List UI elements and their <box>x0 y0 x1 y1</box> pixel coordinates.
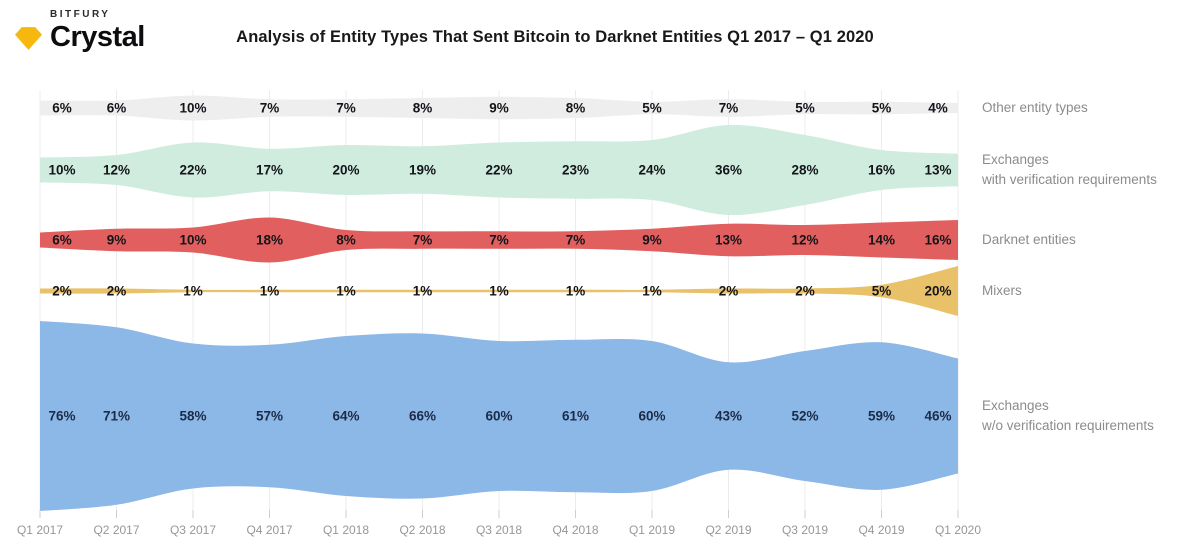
x-axis-label: Q1 2020 <box>934 523 982 537</box>
percent-label: 59% <box>867 408 896 424</box>
percent-label: 12% <box>791 232 819 248</box>
x-axis-label: Q2 2019 <box>705 523 752 537</box>
x-axis-label: Q2 2018 <box>399 523 446 537</box>
x-axis-label: Q3 2018 <box>475 523 523 537</box>
percent-label: 9% <box>106 232 127 248</box>
percent-label: 5% <box>871 283 892 299</box>
band-other-entity-types <box>40 95 958 121</box>
percent-label: 10% <box>179 232 207 248</box>
logo-product-text: Crystal <box>50 21 145 53</box>
percent-label: 6% <box>52 232 72 248</box>
percent-label: 5% <box>795 100 815 116</box>
percent-label: 7% <box>336 100 356 116</box>
percent-label: 7% <box>565 232 586 248</box>
percent-label: 23% <box>561 162 590 178</box>
percent-label: 7% <box>259 100 280 116</box>
percent-label: 6% <box>52 100 72 116</box>
percent-label: 2% <box>106 283 127 299</box>
percent-label: 1% <box>183 283 203 299</box>
x-axis-label: Q4 2018 <box>552 523 599 537</box>
percent-label: 64% <box>332 408 360 424</box>
percent-label: 9% <box>489 100 509 116</box>
percent-label: 12% <box>102 162 131 178</box>
percent-label: 4% <box>928 100 948 116</box>
percent-label: 76% <box>48 408 76 424</box>
percent-label: 18% <box>255 232 284 248</box>
percent-label: 24% <box>638 162 666 178</box>
chart-title: Analysis of Entity Types That Sent Bitco… <box>236 28 874 46</box>
band-mixers <box>40 266 958 316</box>
percent-label: 7% <box>412 232 433 248</box>
percent-label: 28% <box>791 162 819 178</box>
percent-label: 22% <box>485 162 513 178</box>
legend-label-darknet-entities: Darknet entities <box>982 232 1076 247</box>
percent-label: 1% <box>565 283 586 299</box>
band-exchanges-with-verification-requirements <box>40 124 958 216</box>
logo-brand-text: BITFURY <box>50 9 111 20</box>
band-exchanges-w-o-verification-requirements <box>40 321 958 511</box>
gem-diamond-icon <box>15 27 42 50</box>
x-axis-label: Q3 2019 <box>781 523 829 537</box>
x-axis-label: Q2 2017 <box>93 523 140 537</box>
percent-label: 8% <box>412 100 433 116</box>
percent-label: 58% <box>179 408 207 424</box>
percent-label: 13% <box>924 162 952 178</box>
percent-label: 60% <box>485 408 513 424</box>
percent-label: 20% <box>924 283 952 299</box>
percent-label: 5% <box>642 100 662 116</box>
percent-label: 1% <box>336 283 356 299</box>
bitfury-crystal-logo: BITFURY Crystal <box>15 10 145 52</box>
percent-label: 46% <box>924 408 952 424</box>
percent-label: 2% <box>795 283 815 299</box>
percent-label: 43% <box>714 408 743 424</box>
percent-label: 17% <box>255 162 284 178</box>
percent-label: 7% <box>718 100 739 116</box>
percent-label: 71% <box>102 408 131 424</box>
percent-label: 52% <box>791 408 819 424</box>
percent-label: 9% <box>642 232 662 248</box>
percent-label: 8% <box>565 100 586 116</box>
percent-label: 61% <box>561 408 590 424</box>
x-axis-label: Q4 2017 <box>246 523 293 537</box>
percent-label: 6% <box>106 100 127 116</box>
legend-label-mixers: Mixers <box>982 283 1022 298</box>
percent-label: 1% <box>489 283 509 299</box>
x-axis-label: Q1 2019 <box>628 523 676 537</box>
percent-label: 66% <box>408 408 437 424</box>
percent-label: 60% <box>638 408 666 424</box>
percent-label: 2% <box>52 283 72 299</box>
x-axis-label: Q1 2017 <box>16 523 64 537</box>
legend-label-exchanges-with-verification-requirements: Exchanges with verification requirements <box>982 152 1157 187</box>
percent-label: 13% <box>714 232 743 248</box>
percent-label: 2% <box>718 283 739 299</box>
percent-label: 20% <box>332 162 360 178</box>
percent-label: 22% <box>179 162 207 178</box>
percent-label: 14% <box>867 232 896 248</box>
percent-label: 5% <box>871 100 892 116</box>
percent-label: 1% <box>412 283 433 299</box>
percent-label: 1% <box>642 283 662 299</box>
percent-label: 1% <box>259 283 280 299</box>
legend-label-exchanges-w-o-verification-requirements: Exchanges w/o verification requirements <box>982 398 1154 433</box>
x-axis-label: Q4 2019 <box>858 523 905 537</box>
x-axis-label: Q3 2017 <box>169 523 217 537</box>
legend-label-other-entity-types: Other entity types <box>982 100 1088 115</box>
percent-label: 16% <box>924 232 952 248</box>
percent-label: 36% <box>714 162 743 178</box>
percent-label: 19% <box>408 162 437 178</box>
percent-label: 7% <box>489 232 509 248</box>
percent-label: 16% <box>867 162 896 178</box>
band-darknet-entities <box>40 217 958 263</box>
percent-label: 8% <box>336 232 356 248</box>
percent-label: 10% <box>179 100 207 116</box>
percent-label: 10% <box>48 162 76 178</box>
x-axis-label: Q1 2018 <box>322 523 370 537</box>
percent-label: 57% <box>255 408 284 424</box>
